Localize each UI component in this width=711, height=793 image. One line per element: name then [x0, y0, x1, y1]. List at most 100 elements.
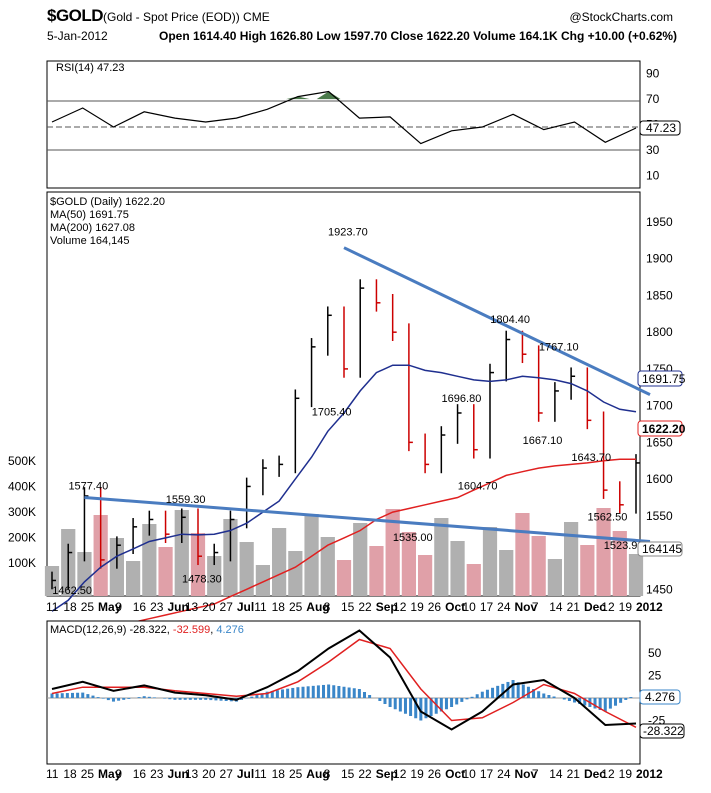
x-axis-tick: 11 — [46, 600, 59, 614]
macd-histogram-bar — [183, 698, 187, 700]
chart-date: 5-Jan-2012 — [47, 29, 108, 43]
x-axis-tick: Jun — [167, 600, 188, 614]
macd-histogram-bar — [311, 685, 315, 698]
price-y-tick: 1650 — [646, 435, 673, 449]
macd-histogram-bar — [250, 696, 254, 698]
x-axis-tick: Jul — [237, 767, 254, 781]
macd-histogram-bar — [357, 689, 361, 698]
volume-bar — [320, 537, 335, 596]
volume-bar — [304, 514, 319, 596]
x-axis-tick: 19 — [619, 600, 633, 614]
x-axis-tick: 9 — [115, 600, 122, 614]
ma50-value-label: 1691.75 — [642, 372, 686, 386]
price-y-tick: 1950 — [646, 215, 673, 229]
volume-bar — [336, 560, 352, 596]
macd-histogram-bar — [316, 685, 320, 698]
volume-bar — [482, 527, 498, 596]
macd-legend-sep: , — [167, 624, 173, 636]
macd-histogram-bar — [419, 698, 423, 721]
x-axis-tick: 17 — [480, 767, 494, 781]
x-axis-tick: 27 — [220, 767, 234, 781]
macd-hist-box — [639, 689, 681, 705]
macd-histogram-bar — [337, 686, 341, 698]
rsi-current-label: 47.23 — [646, 121, 676, 135]
macd-histogram-bar — [291, 687, 295, 698]
macd-histogram-bar — [332, 685, 336, 698]
x-axis-tick: 7 — [532, 767, 539, 781]
volume-bar — [499, 550, 514, 596]
macd-histogram-bar — [562, 698, 566, 700]
volume-value-label: 164145 — [642, 542, 682, 556]
volume-bar — [142, 524, 157, 596]
volume-bar — [174, 510, 189, 596]
volume-bar — [596, 508, 611, 596]
macd-histogram-bar — [111, 698, 115, 702]
macd-histogram-bar — [501, 683, 505, 698]
macd-histogram-bar — [460, 698, 464, 702]
x-axis-tick: 14 — [549, 600, 563, 614]
macd-histogram-bar — [65, 693, 69, 698]
x-axis-tick: Jun — [167, 767, 188, 781]
macd-histogram-bar — [81, 692, 85, 698]
volume-bar — [369, 546, 384, 596]
macd-histogram-bar — [608, 698, 612, 709]
macd-histogram-bar — [204, 698, 208, 700]
support-trendline — [84, 495, 651, 544]
x-axis-tick: 17 — [480, 600, 494, 614]
price-y-tick: 1600 — [646, 472, 673, 486]
x-axis-tick: 11 — [46, 767, 59, 781]
x-axis-tick: 22 — [358, 600, 372, 614]
macd-histogram-bar — [76, 692, 80, 698]
volume-value-box — [637, 541, 683, 557]
x-axis-tick: 8 — [324, 767, 331, 781]
volume-bar — [401, 532, 416, 596]
macd-histogram-bar — [470, 696, 474, 698]
macd-histogram-bar — [255, 695, 259, 698]
x-axis-tick: 21 — [567, 600, 581, 614]
ma50-value-box — [637, 370, 683, 387]
price-annotation: 1604.70 — [458, 481, 498, 493]
volume-bar — [239, 542, 254, 596]
source-label[interactable]: @StockCharts.com — [569, 10, 673, 24]
rsi-y-tick: 10 — [646, 168, 660, 182]
x-axis-tick: 10 — [462, 767, 476, 781]
x-axis-tick: 2012 — [636, 600, 663, 614]
macd-histogram-bar — [352, 688, 356, 698]
price-annotation: 1535.00 — [393, 532, 433, 544]
close-value-label: 1622.20 — [642, 422, 686, 436]
x-axis-tick: Sep — [376, 600, 398, 614]
macd-histogram-bar — [301, 686, 305, 698]
x-axis-tick: 12 — [601, 600, 615, 614]
price-y-tick: 1450 — [646, 582, 673, 596]
ma50-line — [51, 364, 637, 612]
macd-histogram-bar — [60, 693, 64, 698]
ma200-legend: MA(200) 1627.08 — [50, 222, 135, 234]
macd-histogram-bar — [240, 698, 244, 700]
x-axis-tick: 20 — [202, 600, 216, 614]
macd-legend-macd: MACD(12,26,9) -28.322 — [50, 624, 167, 636]
rsi-y-tick: 90 — [646, 67, 660, 81]
price-annotation: 1478.30 — [182, 573, 222, 585]
macd-histogram-bar — [547, 695, 551, 698]
macd-histogram-bar — [619, 698, 623, 703]
x-axis-tick: 11 — [254, 600, 267, 614]
x-axis-tick: 18 — [272, 767, 286, 781]
rsi-panel: RSI(14) 47.23 9070503010 47.23 — [46, 60, 681, 189]
x-axis-tick: 25 — [81, 600, 95, 614]
macd-histogram-bar — [624, 698, 628, 700]
volume-bar — [207, 556, 222, 596]
macd-histogram-bar — [91, 695, 95, 698]
macd-histogram-bar — [347, 687, 351, 698]
macd-histogram-bar — [516, 682, 520, 698]
volume-bar — [353, 523, 368, 596]
x-axis-tick: 12 — [393, 767, 407, 781]
x-axis-tick: 25 — [289, 767, 303, 781]
macd-histogram-bar — [383, 698, 387, 704]
x-axis-tick: Dec — [584, 600, 606, 614]
x-axis-tick: 13 — [185, 767, 199, 781]
macd-histogram-bar — [137, 697, 141, 698]
macd-histogram-bar — [168, 698, 172, 700]
macd-histogram-bar — [106, 698, 110, 701]
